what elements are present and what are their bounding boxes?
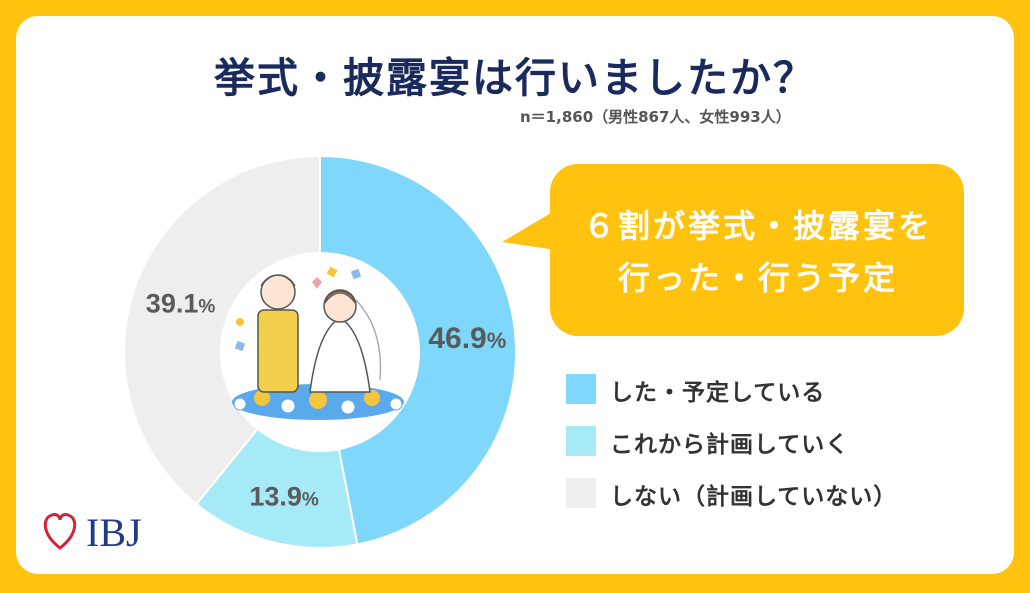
wedding-couple-icon [232,266,404,420]
callout-line-1: ６割が挙式・披露宴を [582,207,933,245]
callout-text: ６割が挙式・披露宴を 行った・行う予定 [560,200,956,304]
percent-labels: 46.9% 13.9% 39.1% [146,288,506,511]
logo-text: IBJ [86,510,142,555]
legend-label: しない（計画していない） [610,484,898,510]
donut-slices [123,154,517,549]
ibj-logo: IBJ [43,510,142,555]
percent-label: 39.1% [146,288,216,318]
legend-label: これから計画していく [610,432,850,458]
callout-line-2: 行った・行う予定 [617,259,898,297]
slice-not [123,154,321,506]
chart-title: 挙式・披露宴は行いましたか？ [214,54,816,102]
sample-size-note: n＝1,860（男性867人、女性993人） [520,108,791,126]
callout-bubble [502,164,964,336]
legend-swatch [566,374,596,404]
legend-swatch [566,426,596,456]
percent-label: 46.9% [428,322,506,355]
legend-swatch [566,478,596,508]
legend-label: した・予定している [610,380,826,406]
percent-label: 13.9% [249,482,319,512]
heart-outline-icon [43,513,77,550]
